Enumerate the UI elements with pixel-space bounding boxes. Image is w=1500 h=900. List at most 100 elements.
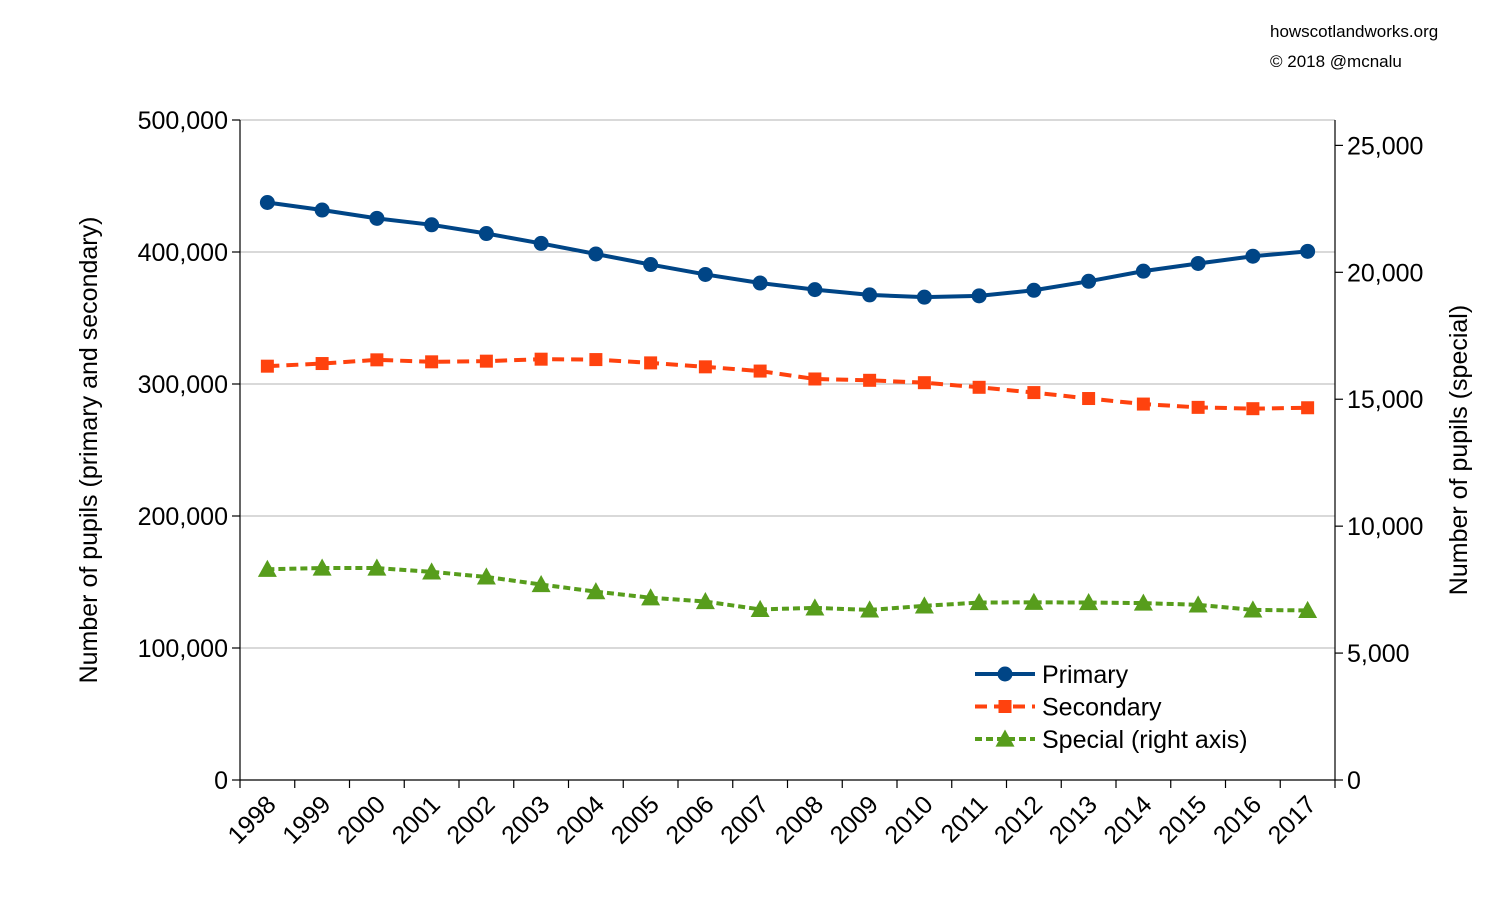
data-point (1081, 273, 1097, 289)
data-point (698, 360, 712, 374)
y-tick-label-left: 500,000 (138, 107, 228, 135)
data-point (862, 287, 878, 303)
y-tick-label-left: 0 (214, 767, 228, 795)
x-tick-label: 2016 (1208, 790, 1267, 849)
legend-swatch-marker (997, 666, 1013, 682)
y-tick-label-left: 300,000 (138, 371, 228, 399)
data-point (531, 575, 551, 593)
data-point (643, 257, 659, 273)
data-point (479, 354, 493, 368)
data-point (1301, 401, 1315, 415)
data-point (863, 373, 877, 387)
x-tick-label: 2010 (879, 790, 938, 849)
y-tick-label-right: 25,000 (1347, 132, 1423, 160)
x-tick-label: 2009 (825, 790, 884, 849)
series-line (267, 200, 1308, 300)
x-tick-label: 2005 (606, 790, 665, 849)
data-point (1026, 282, 1042, 298)
data-point (478, 226, 494, 242)
x-axis-ticks: 1998199920002001200220032004200520062007… (222, 780, 1336, 850)
data-point (641, 588, 661, 606)
x-tick-label: 2002 (441, 790, 500, 849)
data-point (259, 195, 275, 210)
x-tick-label: 2017 (1263, 790, 1322, 849)
data-point (1191, 400, 1205, 414)
x-tick-label: 2004 (551, 790, 610, 849)
credit-website: howscotlandworks.org (1270, 22, 1439, 41)
x-tick-label: 2007 (715, 790, 774, 849)
data-point (425, 355, 439, 369)
data-point (1298, 600, 1318, 619)
data-point (750, 599, 770, 618)
data-point (586, 582, 606, 600)
data-point (695, 592, 715, 610)
legend-entry: Primary (975, 661, 1129, 689)
y-tick-label-left: 100,000 (138, 635, 228, 663)
axes (239, 120, 1336, 781)
y-tick-label-right: 15,000 (1347, 386, 1423, 414)
data-point (422, 562, 442, 580)
x-tick-label: 1999 (277, 790, 336, 849)
series-primary (259, 195, 1316, 305)
data-point (1135, 263, 1151, 279)
x-tick-label: 2008 (770, 790, 829, 849)
series-line (267, 357, 1308, 411)
data-point (914, 596, 934, 614)
data-point (314, 202, 330, 218)
data-point (644, 356, 658, 370)
y-tick-label-left: 400,000 (138, 239, 228, 267)
x-tick-label: 2012 (989, 790, 1048, 849)
y-tick-label-right: 20,000 (1347, 259, 1423, 287)
data-point (1243, 600, 1263, 618)
data-point (807, 282, 823, 298)
data-point (805, 598, 825, 616)
x-tick-label: 2015 (1153, 790, 1212, 849)
data-point (367, 558, 387, 576)
x-tick-label: 2013 (1044, 790, 1103, 849)
data-point (315, 357, 329, 371)
credit-copyright: © 2018 @mcnalu (1270, 52, 1402, 71)
x-tick-label: 2014 (1098, 790, 1157, 849)
data-point (1024, 592, 1044, 610)
data-point (969, 593, 989, 611)
legend-label: Secondary (1042, 694, 1162, 722)
left-axis-ticks: 0 100,000 200,000 300,000 400,000 500,000 (138, 107, 240, 795)
x-tick-label: 2011 (936, 790, 994, 848)
data-point (1190, 255, 1206, 271)
data-point (916, 289, 932, 305)
series-secondary (260, 352, 1315, 416)
data-point (1300, 243, 1316, 259)
data-point (917, 376, 931, 390)
data-point (476, 567, 496, 585)
data-point (1027, 386, 1041, 400)
legend-label: Primary (1042, 661, 1129, 689)
y-tick-label-left: 200,000 (138, 503, 228, 531)
data-point (1133, 593, 1153, 611)
data-point (1082, 392, 1096, 406)
data-point (1245, 248, 1261, 264)
data-point (972, 380, 986, 394)
data-point (369, 210, 385, 226)
x-tick-label: 2006 (660, 790, 719, 849)
data-point (697, 266, 713, 282)
series-layer (257, 195, 1318, 619)
data-point (860, 600, 880, 618)
y-axis-label-left: Number of pupils (primary and secondary) (75, 217, 103, 684)
legend-entry: Secondary (975, 694, 1162, 722)
data-point (257, 559, 277, 577)
data-point (589, 353, 603, 367)
data-point (753, 364, 767, 378)
data-point (534, 352, 548, 366)
data-point (370, 353, 384, 367)
x-tick-label: 2003 (496, 790, 555, 849)
data-point (1188, 595, 1208, 613)
legend-label: Special (right axis) (1042, 726, 1248, 754)
legend-swatch-marker (998, 700, 1012, 713)
legend-swatch-marker (995, 729, 1015, 747)
data-point (1136, 397, 1150, 411)
y-tick-label-right: 5,000 (1347, 640, 1410, 668)
x-tick-label: 2001 (387, 790, 446, 849)
data-point (312, 558, 332, 576)
data-point (971, 288, 987, 304)
